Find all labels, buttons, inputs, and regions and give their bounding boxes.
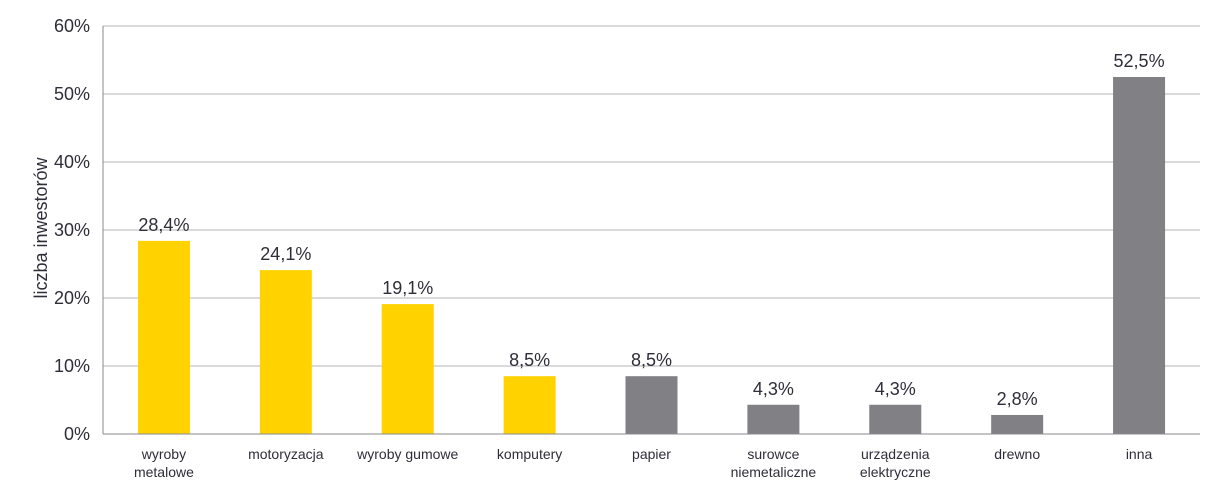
category-label: drewno [994, 446, 1040, 462]
y-tick-label: 10% [54, 356, 90, 376]
data-label: 4,3% [753, 379, 794, 399]
category-label: motoryzacja [248, 446, 324, 462]
data-label: 19,1% [382, 278, 433, 298]
bar [869, 404, 922, 434]
data-label: 4,3% [875, 379, 916, 399]
data-label: 8,5% [509, 350, 550, 370]
y-tick-label: 30% [54, 220, 90, 240]
y-axis-title: liczba inwestorów [31, 156, 51, 298]
y-tick-label: 60% [54, 16, 90, 36]
y-tick-label: 50% [54, 84, 90, 104]
bar [259, 270, 312, 434]
labels: 0% 10% 20% 30% 40% 50% 60% 28,4% wyroby metalowe 2… [54, 16, 1165, 480]
bar [1113, 77, 1166, 434]
category-label: komputery [497, 446, 562, 462]
data-label: 24,1% [260, 244, 311, 264]
bar [137, 240, 190, 434]
category-label: wyroby metalowe [134, 446, 194, 480]
y-tick-label: 20% [54, 288, 90, 308]
y-tick-label: 40% [54, 152, 90, 172]
category-label: papier [632, 446, 671, 462]
category-label: urządzenia elektryczne [860, 446, 931, 480]
bar [991, 414, 1044, 434]
category-label: wyroby gumowe [356, 446, 458, 462]
data-label: 8,5% [631, 350, 672, 370]
bars [137, 77, 1166, 434]
bar [381, 304, 434, 434]
category-label: inna [1126, 446, 1153, 462]
bar [503, 376, 556, 434]
bar [747, 404, 800, 434]
y-tick-label: 0% [64, 424, 90, 444]
category-label: surowce niemetaliczne [731, 446, 817, 480]
bar [625, 376, 678, 434]
data-label: 52,5% [1114, 51, 1165, 71]
data-label: 2,8% [997, 389, 1038, 409]
data-label: 28,4% [138, 215, 189, 235]
axes [102, 26, 1200, 435]
